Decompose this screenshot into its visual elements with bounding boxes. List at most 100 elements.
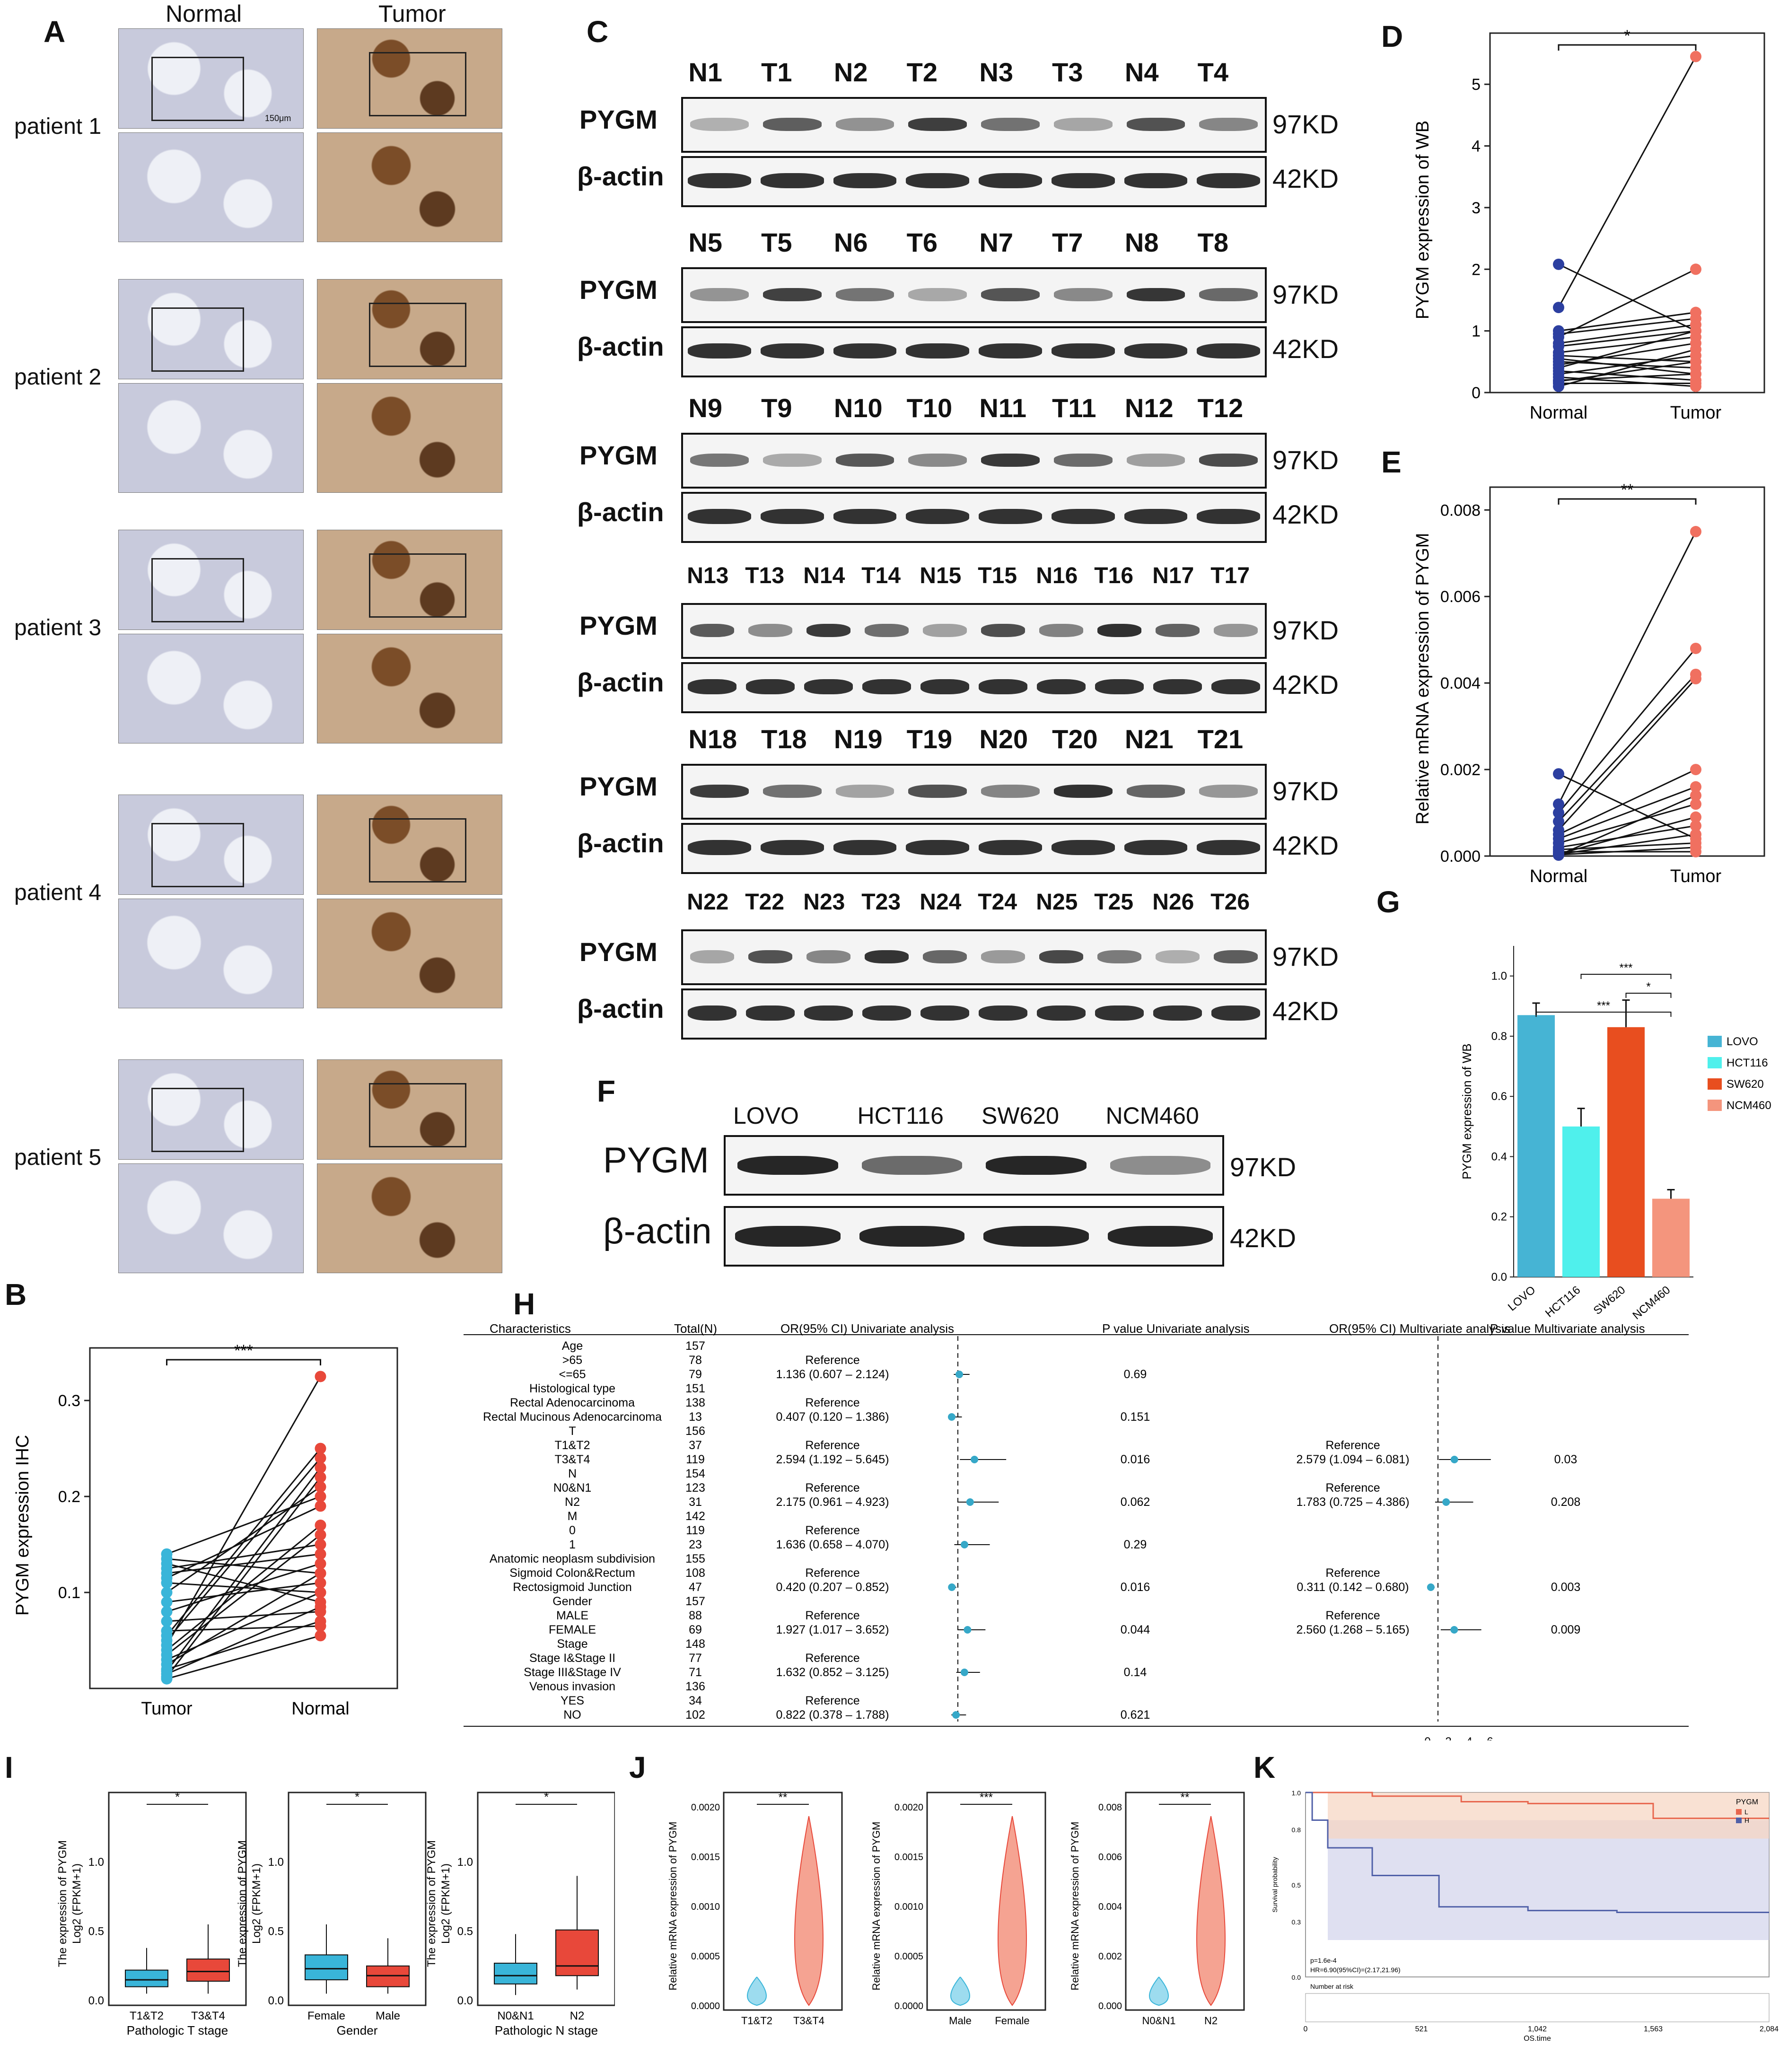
pair-line — [1558, 330, 1696, 369]
protein-band — [1156, 624, 1200, 637]
histology-tumor-overview — [317, 530, 502, 630]
mw-protein: 97KD — [1230, 1152, 1297, 1182]
zoom-box — [151, 307, 244, 372]
data-point — [315, 1630, 326, 1642]
mw-control: 42KD — [1272, 164, 1339, 193]
actin-band — [1051, 343, 1115, 358]
characteristic: NO — [563, 1708, 581, 1722]
protein-band — [690, 288, 749, 301]
y-tick-label: 0.2 — [1491, 1211, 1507, 1224]
y-axis-label: The expression of PYGM — [425, 1840, 438, 1967]
panel-e-chart: 0.000 0.002 0.004 0.006 0.008 Relative mRNA e… — [1413, 481, 1765, 886]
lane-label: N3 — [979, 57, 1013, 87]
actin-band — [1197, 840, 1260, 855]
or-multivariate: Reference — [1325, 1481, 1380, 1495]
total-n: 123 — [685, 1481, 705, 1495]
x-tick-label: LOVO — [1506, 1284, 1538, 1314]
data-point — [315, 1520, 326, 1531]
data-point — [315, 1491, 326, 1503]
actin-band — [1211, 679, 1260, 694]
y-axis-label: The expression of PYGM — [56, 1840, 69, 1967]
protein-band — [763, 288, 822, 301]
blot-actin — [724, 1206, 1224, 1267]
patient-label: patient 1 — [14, 114, 102, 139]
protein-band — [865, 950, 909, 963]
or-point — [971, 1456, 979, 1463]
data-point — [1690, 356, 1701, 367]
y-tick-label: 0.000 — [1098, 2001, 1122, 2011]
blot-pygm — [681, 603, 1267, 659]
p-multivariate: 0.003 — [1551, 1581, 1581, 1594]
survival-curve — [1306, 1792, 1769, 1819]
y-tick-label: 1.0 — [268, 1856, 284, 1869]
p-multivariate: 0.03 — [1554, 1453, 1578, 1466]
characteristic: Sigmoid Colon&Rectum — [509, 1566, 635, 1580]
lane-label: N12 — [1124, 393, 1174, 423]
mw-control: 42KD — [1272, 831, 1339, 860]
significance-label: ** — [1181, 1791, 1190, 1804]
x-tick-label: HCT116 — [1543, 1284, 1583, 1320]
x-tick-label: T1&T2 — [741, 2015, 772, 2027]
y-tick-label: 1 — [1472, 323, 1481, 341]
lane-label: N10 — [833, 393, 883, 423]
protein-band — [908, 288, 967, 301]
characteristic: T1&T2 — [554, 1439, 590, 1452]
x-tick-label: Normal — [1530, 403, 1587, 423]
characteristic: 0 — [569, 1524, 576, 1537]
protein-band — [981, 785, 1040, 798]
pair-line — [1558, 330, 1696, 347]
lane-label: T9 — [761, 393, 792, 423]
control-label: β-actin — [577, 667, 664, 697]
actin-band — [979, 509, 1042, 524]
histology-tumor-zoom — [317, 899, 502, 1008]
total-n: 78 — [689, 1354, 702, 1367]
zoom-box — [369, 1083, 466, 1147]
panel-label-c: C — [587, 15, 609, 49]
significance-label: *** — [234, 1342, 253, 1360]
histology-normal-zoom — [118, 634, 304, 743]
characteristic: N2 — [565, 1495, 580, 1509]
or-univariate: Reference — [805, 1694, 859, 1707]
actin-band — [1124, 509, 1188, 524]
actin-band — [920, 679, 969, 694]
data-point — [1690, 820, 1701, 831]
y-tick-label: 0.006 — [1098, 1852, 1122, 1862]
or-univariate: Reference — [805, 1652, 859, 1665]
legend-swatch — [1708, 1100, 1722, 1111]
x-tick-label: N0&N1 — [1142, 2015, 1176, 2027]
data-point — [161, 1596, 173, 1608]
legend-swatch — [1736, 1818, 1742, 1823]
y-tick-label: 0.0015 — [894, 1852, 923, 1862]
control-label: β-actin — [577, 161, 664, 191]
histology-normal-zoom — [118, 899, 304, 1008]
total-n: 37 — [689, 1439, 702, 1452]
x-tick-label: T3&T4 — [793, 2015, 824, 2027]
x-tick-label: SW620 — [1591, 1284, 1628, 1317]
protein-band — [690, 624, 734, 637]
patient-label: patient 3 — [14, 615, 102, 640]
actin-band — [859, 1226, 964, 1247]
plot-frame — [723, 1792, 843, 2011]
p-univariate: 0.016 — [1121, 1581, 1150, 1594]
protein-band — [748, 950, 792, 963]
bar — [1607, 1027, 1645, 1277]
pair-line — [1558, 336, 1696, 353]
y-tick-label: 0.0005 — [894, 1951, 923, 1962]
pair-line — [1558, 833, 1696, 855]
pair-line — [1558, 803, 1696, 844]
protein-band — [1126, 454, 1185, 467]
lane-label: T24 — [978, 890, 1017, 915]
characteristic: <=65 — [559, 1368, 586, 1381]
bar — [1652, 1198, 1690, 1277]
lane-label: N24 — [920, 890, 962, 915]
panel-label-e: E — [1381, 445, 1402, 479]
pair-line — [1558, 312, 1696, 332]
x-tick-label: Male — [949, 2015, 972, 2027]
plot-frame — [477, 1792, 615, 2006]
actin-band — [833, 173, 897, 188]
p-univariate: 0.062 — [1121, 1495, 1150, 1509]
blot-pygm — [724, 1135, 1224, 1196]
actin-band — [688, 1005, 736, 1021]
lane-label: T19 — [906, 724, 953, 754]
actin-band — [1197, 173, 1260, 188]
